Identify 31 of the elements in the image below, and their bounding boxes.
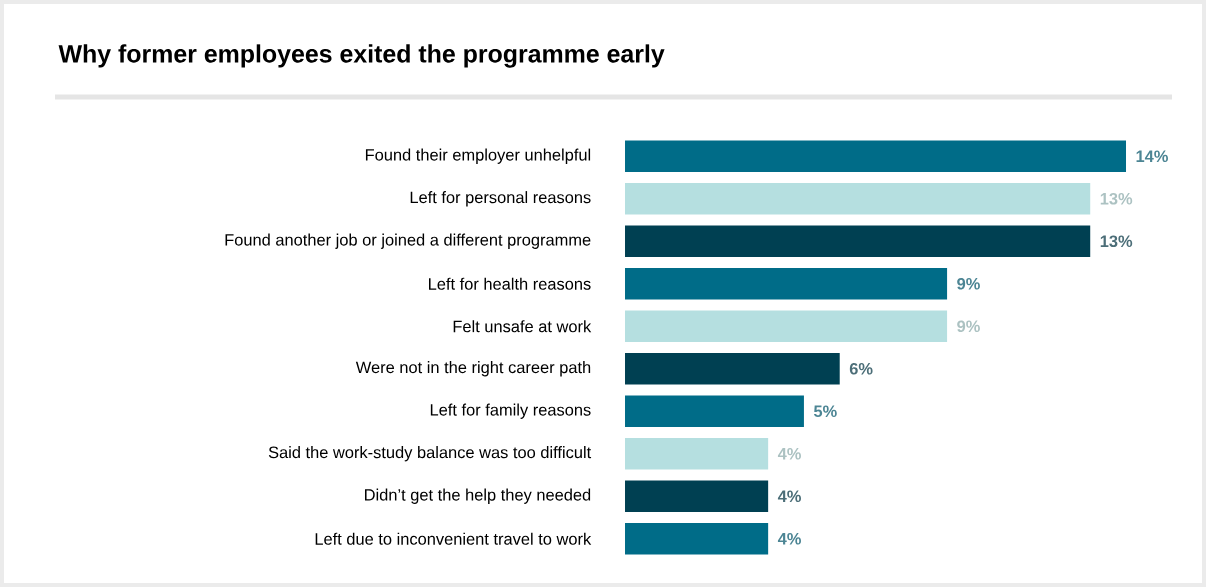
data-label: 9% xyxy=(957,320,980,333)
y-tick-label: Were not in the right career path xyxy=(355,361,591,377)
data-label: 4% xyxy=(777,532,801,545)
y-tick-label: Felt unsafe at work xyxy=(453,320,592,333)
data-label: 5% xyxy=(813,405,837,418)
y-tick-label: Found another job or joined a different programme xyxy=(225,233,591,249)
data-label: 4% xyxy=(777,447,801,460)
data-label: 13% xyxy=(1100,192,1133,205)
y-tick-label: Left for health reasons xyxy=(429,277,591,290)
data-label: 6% xyxy=(849,362,873,375)
bar xyxy=(625,225,1091,257)
data-label: 13% xyxy=(1100,235,1133,248)
y-tick-label: Found their employer unhelpful xyxy=(365,148,591,164)
text: Why former employees exited the programme early xyxy=(58,44,665,68)
bar xyxy=(625,140,1127,172)
bar xyxy=(625,438,769,470)
bar xyxy=(625,395,804,427)
data-label: 4% xyxy=(777,490,801,503)
y-tick-label: Said the work-study balance was too difficult xyxy=(268,446,592,462)
bar xyxy=(625,523,769,555)
y-tick-label: Left due to inconvenient travel to work xyxy=(315,532,592,545)
bar xyxy=(625,183,1091,215)
data-label: 9% xyxy=(957,277,980,290)
bar xyxy=(625,353,840,385)
data-label: 14% xyxy=(1136,150,1168,163)
y-tick-label: Didn’t get the help they needed xyxy=(365,488,591,504)
y-tick-label: Left for family reasons xyxy=(430,403,591,419)
bar xyxy=(625,480,769,512)
bar xyxy=(625,268,948,300)
y-tick-label: Left for personal reasons xyxy=(410,191,591,207)
bar xyxy=(625,310,948,342)
